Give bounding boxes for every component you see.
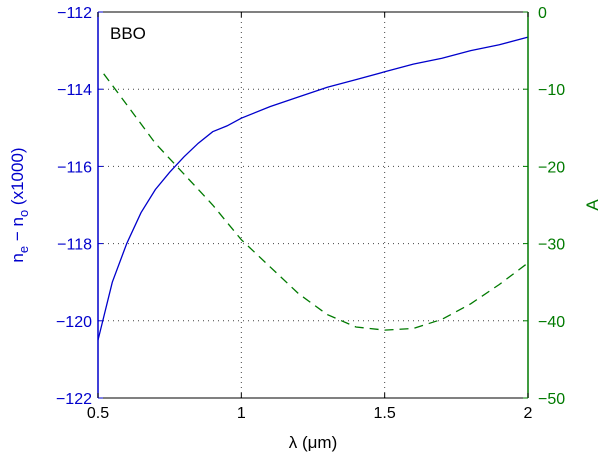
grid (98, 12, 528, 398)
x-tick-label: 1 (237, 405, 246, 422)
y-tick-label-left: −122 (56, 391, 92, 408)
y-tick-label-right: −20 (538, 159, 565, 176)
y-tick-label-right: −30 (538, 237, 565, 254)
x-tick-label: 0.5 (87, 405, 109, 422)
y-axis-right-label: A (583, 199, 600, 211)
y-tick-label-right: −10 (538, 82, 565, 99)
y-tick-label-left: −118 (57, 237, 92, 254)
y-tick-label-left: −116 (57, 159, 92, 176)
axes (97, 11, 529, 399)
y-tick-label-left: −120 (56, 314, 92, 331)
x-axis-label: λ (μm) (289, 433, 338, 452)
x-tick-label: 2 (524, 405, 533, 422)
series-line-left (97, 36, 529, 341)
y-tick-label-right: −50 (538, 391, 565, 408)
series-group (97, 36, 529, 341)
y-tick-label-left: −114 (57, 82, 92, 99)
x-tick-label: 1.5 (374, 405, 396, 422)
y-tick-label-left: −112 (57, 5, 92, 22)
y-tick-label-right: 0 (538, 5, 547, 22)
y-axis-left-label: ne − no (x1000) (8, 147, 31, 262)
ticks: 0.5 1 1.5 2 −122 −120 −118 −116 −114 −112 −50 −40 −3… (56, 5, 565, 422)
plot-area (98, 12, 528, 398)
annotation-label: BBO (110, 24, 146, 43)
y-tick-label-right: −40 (538, 314, 565, 331)
series-line-right (103, 73, 529, 331)
